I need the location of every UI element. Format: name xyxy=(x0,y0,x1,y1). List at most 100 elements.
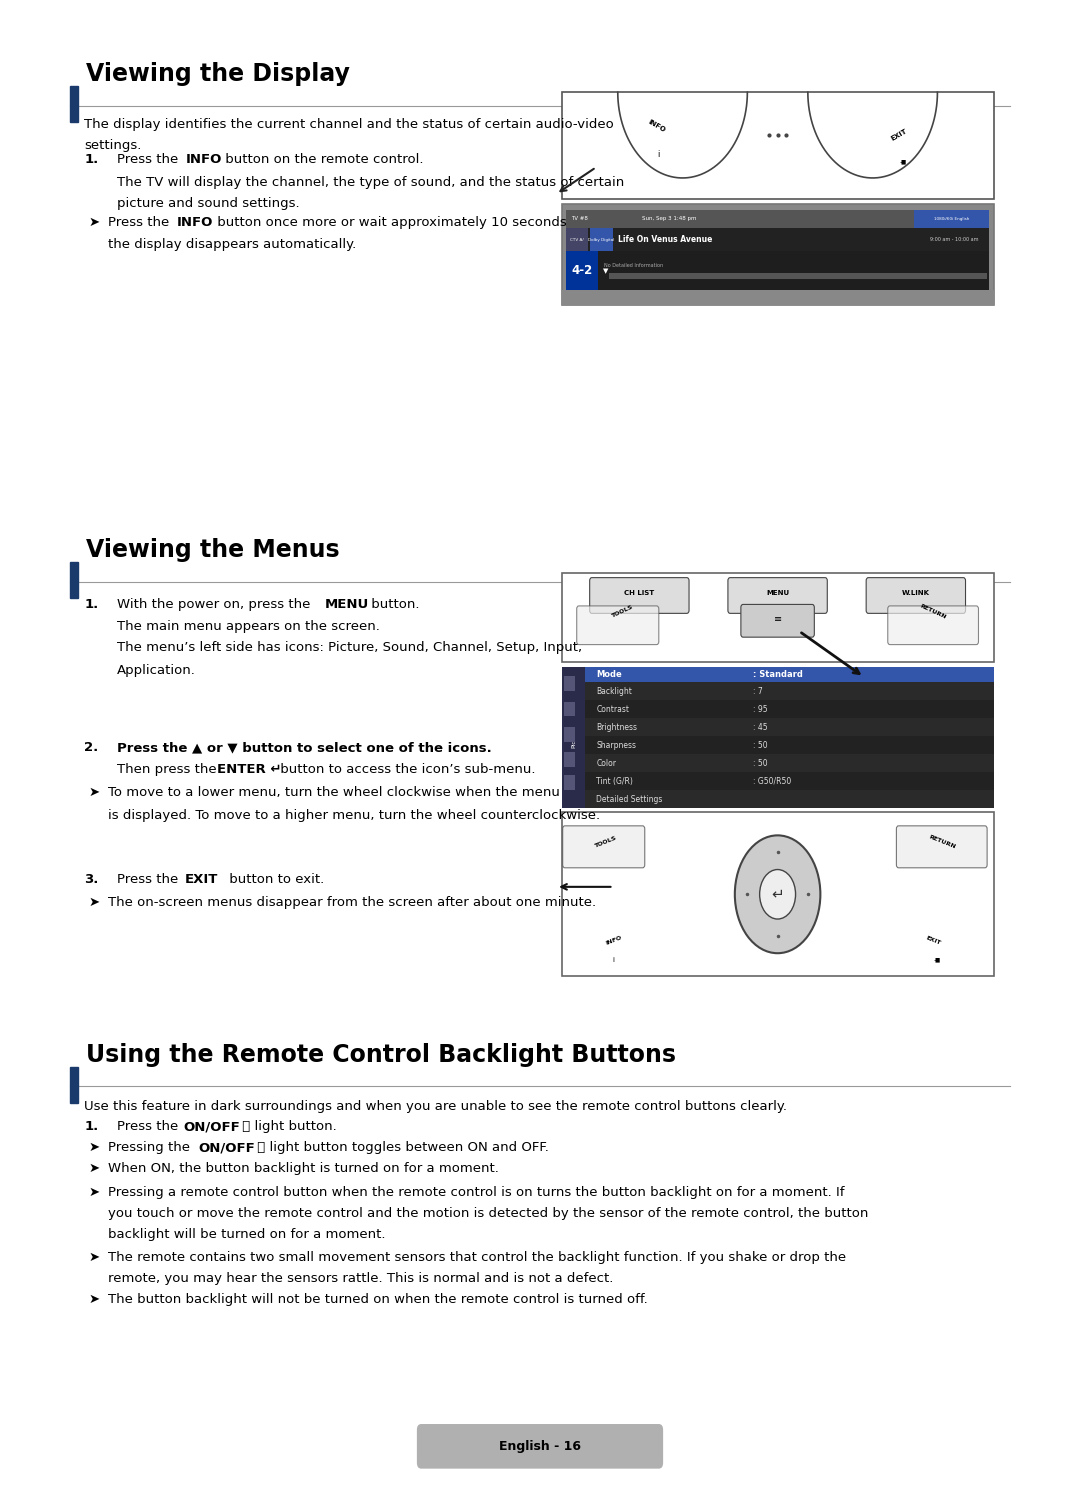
Text: the display disappears automatically.: the display disappears automatically. xyxy=(108,238,356,251)
FancyBboxPatch shape xyxy=(866,577,966,613)
Text: RETURN: RETURN xyxy=(928,835,956,850)
Text: remote, you may hear the sensors rattle. This is normal and is not a defect.: remote, you may hear the sensors rattle.… xyxy=(108,1272,613,1286)
Text: button to exit.: button to exit. xyxy=(225,873,324,887)
Circle shape xyxy=(759,869,796,920)
Bar xyxy=(562,667,585,808)
Text: The menu’s left side has icons: Picture, Sound, Channel, Setup, Input,: The menu’s left side has icons: Picture,… xyxy=(117,641,582,655)
Text: The main menu appears on the screen.: The main menu appears on the screen. xyxy=(117,620,379,634)
Text: ➤: ➤ xyxy=(89,216,99,229)
Text: ➤: ➤ xyxy=(89,896,99,909)
Bar xyxy=(70,1067,78,1103)
Text: Detailed Settings: Detailed Settings xyxy=(596,795,662,804)
Text: The button backlight will not be turned on when the remote control is turned off: The button backlight will not be turned … xyxy=(108,1293,648,1306)
Text: ➤: ➤ xyxy=(89,1251,99,1265)
Text: INFO: INFO xyxy=(647,119,666,134)
Text: MENU: MENU xyxy=(766,589,789,595)
Bar xyxy=(585,667,994,683)
Bar xyxy=(585,772,994,790)
Text: ↵: ↵ xyxy=(771,887,784,902)
Bar xyxy=(564,753,575,768)
Text: ON/OFF: ON/OFF xyxy=(199,1141,256,1155)
Text: INFO: INFO xyxy=(186,153,222,167)
Text: When ON, the button backlight is turned on for a moment.: When ON, the button backlight is turned … xyxy=(108,1162,499,1176)
Bar xyxy=(585,737,994,754)
Text: To move to a lower menu, turn the wheel clockwise when the menu Display: To move to a lower menu, turn the wheel … xyxy=(108,786,613,799)
Bar xyxy=(609,272,987,278)
Text: -■: -■ xyxy=(900,159,906,164)
Text: Application.: Application. xyxy=(117,664,195,677)
Text: ⓨ light button toggles between ON and OFF.: ⓨ light button toggles between ON and OF… xyxy=(253,1141,549,1155)
Bar xyxy=(585,701,994,719)
Bar xyxy=(585,683,994,701)
Text: button.: button. xyxy=(367,598,420,612)
Bar xyxy=(566,210,989,299)
Text: 3.: 3. xyxy=(84,873,98,887)
Text: backlight will be turned on for a moment.: backlight will be turned on for a moment… xyxy=(108,1228,386,1241)
Text: MENU: MENU xyxy=(325,598,369,612)
Text: Life On Venus Avenue: Life On Venus Avenue xyxy=(618,235,712,244)
Text: : 50: : 50 xyxy=(753,759,768,768)
Bar xyxy=(564,728,575,743)
Text: Color: Color xyxy=(596,759,617,768)
Text: ➤: ➤ xyxy=(89,1186,99,1199)
Text: button on the remote control.: button on the remote control. xyxy=(221,153,423,167)
Bar xyxy=(585,719,994,737)
Text: Backlight: Backlight xyxy=(596,687,632,696)
Text: picture and sound settings.: picture and sound settings. xyxy=(117,196,299,210)
Text: Sharpness: Sharpness xyxy=(596,741,636,750)
Text: Picture: Picture xyxy=(571,726,576,748)
Text: : 7: : 7 xyxy=(753,687,762,696)
Bar xyxy=(70,562,78,598)
Bar xyxy=(562,290,994,305)
Text: The remote contains two small movement sensors that control the backlight functi: The remote contains two small movement s… xyxy=(108,1251,846,1265)
Text: 1.: 1. xyxy=(84,598,98,612)
Bar xyxy=(564,676,575,690)
Text: : 95: : 95 xyxy=(753,705,768,714)
Text: 1.: 1. xyxy=(84,1120,98,1134)
Text: ON/OFF: ON/OFF xyxy=(184,1120,241,1134)
Text: you touch or move the remote control and the motion is detected by the sensor of: you touch or move the remote control and… xyxy=(108,1207,868,1220)
Bar xyxy=(585,790,994,808)
Text: Brightness: Brightness xyxy=(596,723,637,732)
Bar xyxy=(562,812,994,976)
Text: 2.: 2. xyxy=(84,741,98,754)
Text: ➤: ➤ xyxy=(89,1162,99,1176)
Text: English - 16: English - 16 xyxy=(499,1440,581,1452)
Text: button to access the icon’s sub-menu.: button to access the icon’s sub-menu. xyxy=(276,763,536,777)
Bar xyxy=(914,210,989,228)
Text: Press the: Press the xyxy=(117,873,183,887)
Text: TV #8: TV #8 xyxy=(571,216,589,222)
Text: ▼: ▼ xyxy=(603,268,608,274)
FancyBboxPatch shape xyxy=(417,1424,663,1469)
Text: : 45: : 45 xyxy=(753,723,768,732)
Text: 9:00 am - 10:00 am: 9:00 am - 10:00 am xyxy=(930,237,978,243)
Text: Tint (G/R): Tint (G/R) xyxy=(596,777,633,786)
Text: With the power on, press the: With the power on, press the xyxy=(117,598,314,612)
Text: INFO: INFO xyxy=(605,934,622,946)
Bar xyxy=(566,210,989,228)
Text: ⓨ light button.: ⓨ light button. xyxy=(238,1120,336,1134)
Bar xyxy=(70,86,78,122)
Text: Then press the: Then press the xyxy=(117,763,220,777)
FancyBboxPatch shape xyxy=(888,606,978,644)
Text: Sun, Sep 3 1:48 pm: Sun, Sep 3 1:48 pm xyxy=(642,216,696,222)
Text: 1.: 1. xyxy=(84,153,98,167)
Text: CH LIST: CH LIST xyxy=(624,589,654,595)
FancyBboxPatch shape xyxy=(590,577,689,613)
Bar xyxy=(585,754,994,772)
Text: ≡: ≡ xyxy=(773,615,782,625)
Text: Viewing the Display: Viewing the Display xyxy=(86,62,350,86)
Bar xyxy=(566,251,598,290)
FancyBboxPatch shape xyxy=(741,604,814,637)
Text: Pressing a remote control button when the remote control is on turns the button : Pressing a remote control button when th… xyxy=(108,1186,845,1199)
Text: : G50/R50: : G50/R50 xyxy=(753,777,791,786)
Text: ENTER ↵: ENTER ↵ xyxy=(217,763,282,777)
Text: Viewing the Menus: Viewing the Menus xyxy=(86,539,340,562)
FancyBboxPatch shape xyxy=(896,826,987,868)
Text: 4-2: 4-2 xyxy=(571,265,593,277)
Text: settings.: settings. xyxy=(84,138,141,152)
Text: INFO: INFO xyxy=(177,216,214,229)
Bar xyxy=(562,573,994,662)
Text: The display identifies the current channel and the status of certain audio-video: The display identifies the current chann… xyxy=(84,118,615,131)
Text: i: i xyxy=(612,957,615,963)
